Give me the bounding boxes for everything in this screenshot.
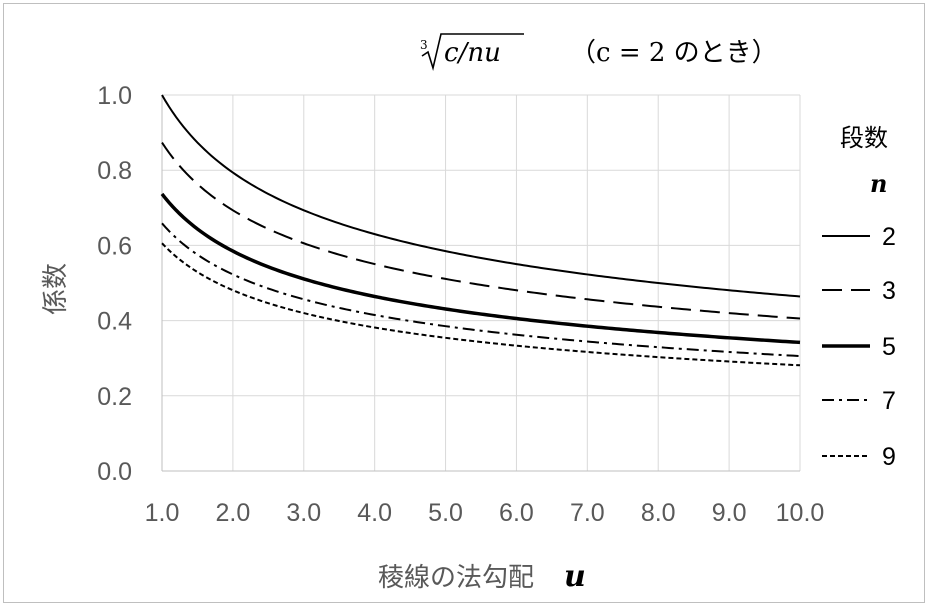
x-tick-label: 3.0: [286, 499, 321, 527]
x-tick-label: 9.0: [712, 499, 747, 527]
series-line-n3: [161, 141, 801, 320]
legend-label: 5: [882, 333, 896, 361]
legend-label: 2: [882, 223, 896, 251]
x-tick-label: 6.0: [499, 499, 534, 527]
legend: 段数 n 2 3 5 7 9: [822, 124, 896, 471]
legend-label: 9: [882, 443, 896, 471]
x-tick-label: 7.0: [570, 499, 605, 527]
title-condition: （c = 2 のとき）: [570, 38, 778, 68]
y-tick-label: 0.8: [97, 157, 132, 185]
y-tick-label: 0.6: [97, 232, 132, 260]
x-axis-title-var: u: [564, 559, 586, 594]
y-axis-title: 係数: [41, 263, 71, 315]
y-tick-label: 0.2: [97, 383, 132, 411]
title-formula: c/nu: [444, 38, 501, 68]
x-tick-label: 1.0: [145, 499, 180, 527]
x-tick-label: 5.0: [428, 499, 463, 527]
legend-label: 3: [882, 277, 896, 305]
series-line-n2: [161, 94, 801, 298]
x-axis-title-text: 稜線の法勾配: [378, 563, 534, 593]
series-line-n5: [160, 192, 801, 345]
radical-sign: [421, 33, 524, 72]
series-lines: [160, 94, 801, 367]
grid-lines: [161, 94, 801, 472]
x-tick-label: 10.0: [776, 499, 825, 527]
legend-label: 7: [882, 387, 896, 415]
x-tick-label: 8.0: [641, 499, 676, 527]
series-line-n7: [161, 222, 801, 358]
series-line-n9: [161, 242, 801, 367]
legend-title: 段数: [840, 124, 888, 152]
y-tick-label: 0.0: [97, 458, 132, 486]
legend-title-var: n: [870, 169, 887, 198]
y-tick-label: 0.4: [97, 308, 132, 336]
y-tick-labels: 0.0 0.2 0.4 0.6 0.8 1.0: [97, 82, 132, 486]
x-tick-labels: 1.0 2.0 3.0 4.0 5.0 6.0 7.0 8.0 9.0 10.0: [145, 499, 825, 527]
root-index: 3: [420, 38, 428, 52]
y-tick-label: 1.0: [97, 82, 132, 110]
x-tick-label: 2.0: [216, 499, 251, 527]
chart-title: 3 c/nu （c = 2 のとき）: [420, 33, 778, 72]
chart-svg: 1.0 2.0 3.0 4.0 5.0 6.0 7.0 8.0 9.0 10.0 0.00.20.…: [41, 33, 896, 594]
x-axis-title: 稜線の法勾配 u: [378, 559, 586, 594]
chart-frame: 1.0 2.0 3.0 4.0 5.0 6.0 7.0 8.0 9.0 10.0 0.0 0.2 0.…: [3, 3, 925, 603]
x-tick-label: 4.0: [357, 499, 392, 527]
